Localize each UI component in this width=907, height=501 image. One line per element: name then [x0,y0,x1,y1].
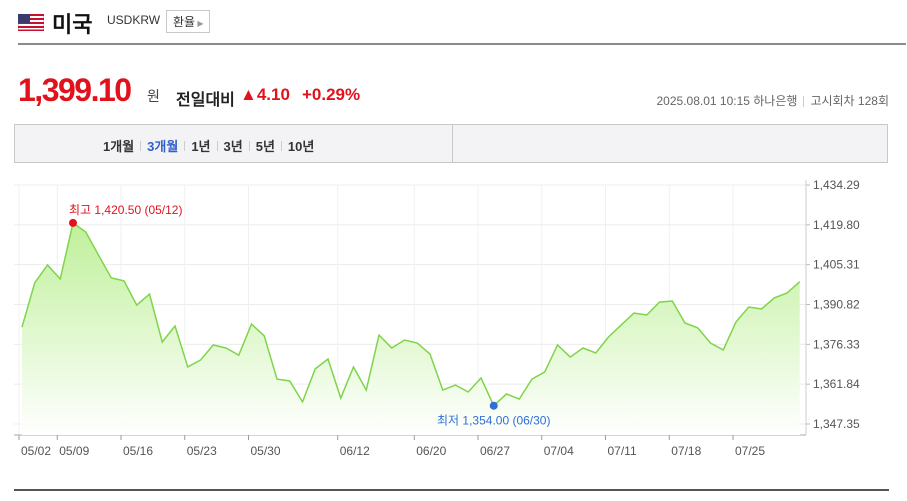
x-tick-label: 05/30 [251,444,281,458]
price-unit: 원 [147,88,160,104]
y-tick-label: 1,361.84 [813,377,860,391]
price: 1,399.10 [18,72,132,108]
y-tick-label: 1,347.35 [813,417,860,431]
line [21,221,801,407]
max-point [69,218,77,227]
x-tick-label: 06/12 [340,444,370,458]
tab[interactable]: 10년 [287,139,315,154]
min-point [489,401,498,410]
bank: 하나은행 [753,94,798,108]
rate-button[interactable]: 환율 ▶ [166,10,211,33]
change: ▲4.10 [240,85,290,104]
x-tick-label: 05/16 [123,444,153,458]
button-label[interactable]: 환율 [173,15,196,29]
quote-meta: 2025.08.01 10:15 하나은행 고시회차 128회 [657,92,890,109]
y-tick-label: 1,419.80 [813,218,860,232]
divider [18,43,906,45]
x-tick-label: 05/23 [187,444,217,458]
tab[interactable]: 5년 [255,139,275,154]
y-tick-label: 1,405.31 [813,258,860,272]
tab[interactable]: 3개월 [147,139,179,154]
currency-code: USDKRW [107,13,161,27]
x-tick-label: 05/02 [21,444,51,458]
change-label: 전일대비 [176,92,235,109]
x-tick-label: 07/04 [544,444,574,458]
max-label: 최고 1,420.50 (05/12) [69,203,182,217]
flag-icon [18,14,44,31]
y-tick-label: 1,390.82 [813,298,860,312]
currency-title: 미국 [52,12,93,37]
x-tick-label: 06/20 [416,444,446,458]
y-tick-label: 1,434.29 [813,178,860,192]
x-tick-label: 07/18 [671,444,701,458]
y-tick-label: 1,376.33 [813,337,860,351]
x-tick-label: 05/09 [59,444,89,458]
tab[interactable]: 3년 [223,139,243,154]
x-tick-label: 07/11 [608,444,637,458]
chart: 1,434.29 1,419.80 1,405.31 1,390.82 1,376.33… [14,178,860,458]
change-pct: +0.29% [302,85,361,104]
min-label: 최저 1,354.00 (06/30) [437,414,550,428]
datetime: 2025.08.01 10:15 [656,94,750,108]
round: 고시회차 128회 [810,94,889,108]
tab[interactable]: 1년 [191,139,211,154]
tab[interactable]: 1개월 [103,139,135,154]
x-tick-label: 07/25 [735,444,765,458]
x-tick-label: 06/27 [480,444,510,458]
divider [14,489,889,491]
period-tabs: 1개월 3개월 1년 3년 5년 10년 [14,124,888,163]
area-fill [22,222,800,435]
